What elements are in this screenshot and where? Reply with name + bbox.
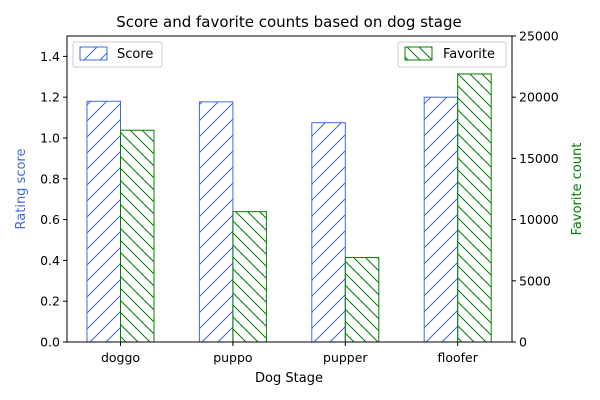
legend-score-swatch bbox=[79, 46, 108, 61]
legend-favorite: Favorite bbox=[397, 41, 507, 68]
bar-favorite-doggo bbox=[120, 129, 155, 343]
legend-favorite-label: Favorite bbox=[443, 47, 495, 62]
left-axis: 0.0 0.2 0.4 0.6 0.8 1.0 1.2 1.4 bbox=[40, 49, 67, 350]
bar-score-pupper bbox=[311, 122, 346, 343]
plot-frame bbox=[66, 35, 513, 343]
bar-favorite-pupper bbox=[344, 257, 380, 343]
right-tick-label: 25000 bbox=[519, 29, 559, 44]
bar-favorite-floofer bbox=[457, 73, 492, 343]
x-tick-label: doggo bbox=[101, 350, 140, 365]
left-tick-label: 0.0 bbox=[40, 335, 60, 350]
legend-favorite-swatch bbox=[404, 46, 433, 61]
legend-score-label: Score bbox=[117, 47, 153, 62]
left-tick-label: 1.4 bbox=[40, 49, 60, 64]
x-axis: doggo puppo pupper floofer bbox=[101, 342, 479, 365]
right-axis-label: Favorite count bbox=[570, 143, 585, 236]
bars-layer bbox=[86, 73, 492, 343]
left-tick-label: 1.2 bbox=[40, 90, 60, 105]
bar-score-puppo bbox=[198, 101, 234, 343]
right-tick-label: 20000 bbox=[519, 90, 559, 105]
left-tick-label: 0.4 bbox=[40, 253, 60, 268]
x-tick-label: puppo bbox=[213, 350, 252, 365]
legend-score: Score bbox=[72, 41, 163, 68]
left-tick-label: 0.8 bbox=[40, 171, 60, 186]
bar-score-doggo bbox=[86, 100, 121, 343]
right-tick-label: 0 bbox=[519, 335, 527, 350]
x-axis-label: Dog Stage bbox=[255, 371, 323, 386]
x-tick-label: pupper bbox=[323, 350, 368, 365]
left-tick-label: 0.2 bbox=[40, 294, 60, 309]
left-tick-label: 0.6 bbox=[40, 212, 60, 227]
right-axis: 0 5000 10000 15000 20000 25000 bbox=[512, 29, 559, 350]
right-tick-label: 15000 bbox=[519, 151, 559, 166]
left-tick-label: 1.0 bbox=[40, 131, 60, 146]
bar-favorite-puppo bbox=[232, 211, 267, 343]
right-tick-label: 5000 bbox=[519, 273, 551, 288]
x-tick-label: floofer bbox=[437, 350, 478, 365]
bar-score-floofer bbox=[423, 96, 459, 343]
chart-title: Score and favorite counts based on dog s… bbox=[116, 13, 462, 31]
left-axis-label: Rating score bbox=[14, 149, 29, 230]
right-tick-label: 10000 bbox=[519, 212, 559, 227]
